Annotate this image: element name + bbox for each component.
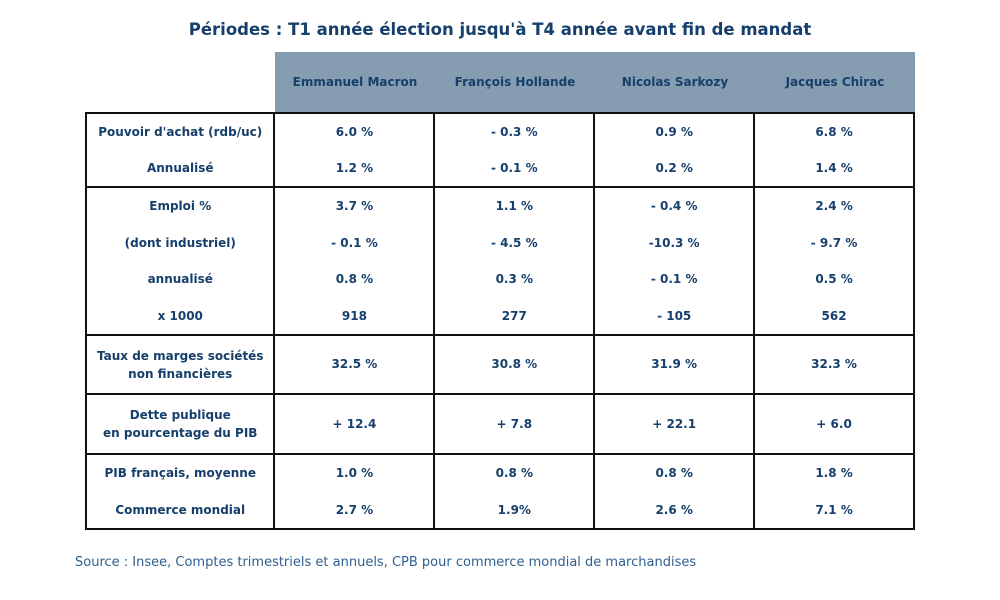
value-cell: 30.8 % (433, 336, 593, 393)
value-cell: 1.0 % 2.7 % (273, 455, 433, 528)
value: 918 (341, 308, 367, 323)
value-cell: - 0.4 % -10.3 % - 0.1 % - 105 (593, 188, 753, 334)
value: - 0.1 % (650, 272, 698, 286)
row-label: Commerce mondial (115, 502, 246, 517)
value: 1.2 % (335, 161, 374, 175)
value: - 0.4 % (650, 199, 698, 213)
value-cell: + 6.0 (753, 395, 913, 453)
row-label-cell: Dette publique en pourcentage du PIB (87, 395, 273, 453)
value: 2.4 % (815, 199, 853, 213)
value-cell: + 12.4 (273, 395, 433, 453)
value: -10.3 % (648, 235, 700, 250)
row-label: Annualisé (146, 161, 214, 175)
value-cell: 31.9 % (593, 336, 753, 393)
value: 2.6 % (655, 502, 693, 517)
row-label-cell: Emploi % (dont industriel) annualisé x 1000 (87, 188, 273, 334)
value: 0.5 % (815, 272, 853, 286)
value: 1.1 % (495, 199, 534, 213)
value: 2.7 % (335, 502, 374, 517)
row-label: Pouvoir d'achat (rdb/uc) (98, 124, 263, 139)
column-header: Emmanuel Macron (292, 75, 418, 89)
value-cell: 1.1 % - 4.5 % 0.3 % 277 (433, 188, 593, 334)
value: 0.2 % (655, 161, 693, 175)
value-cell: 0.8 % 1.9% (433, 455, 593, 528)
value: 31.9 % (651, 357, 698, 372)
value: 7.1 % (815, 502, 853, 517)
column-header: Jacques Chirac (785, 75, 885, 89)
value-cell: 3.7 % - 0.1 % 0.8 % 918 (273, 188, 433, 334)
value-cell: 6.8 % 1.4 % (753, 114, 913, 186)
value: 0.8 % (495, 466, 534, 480)
row-label: x 1000 (157, 308, 203, 323)
value: 277 (501, 308, 527, 323)
row-label: non financières (128, 366, 233, 381)
value-cell: 6.0 % 1.2 % (273, 114, 433, 186)
value: 562 (821, 308, 847, 323)
value-cell: + 7.8 (433, 395, 593, 453)
value-cell: 2.4 % - 9.7 % 0.5 % 562 (753, 188, 913, 334)
value: + 6.0 (816, 416, 852, 431)
value: 32.3 % (811, 357, 857, 372)
table-row-group: Emploi % (dont industriel) annualisé x 1000… (85, 186, 915, 336)
column-header: Nicolas Sarkozy (621, 75, 729, 89)
value-cell: 32.5 % (273, 336, 433, 393)
table-row-group: PIB français, moyenne Commerce mondial 1.0… (85, 453, 915, 530)
value: 1.8 % (815, 466, 853, 480)
value: + 22.1 (652, 416, 697, 431)
row-label: annualisé (147, 272, 213, 286)
value: - 0.1 % (490, 161, 538, 175)
row-label: PIB français, moyenne (104, 466, 256, 480)
value: - 0.3 % (490, 124, 538, 139)
value: + 12.4 (332, 416, 377, 431)
row-label: Emploi % (149, 199, 212, 213)
value: 1.4 % (815, 161, 853, 175)
value: - 4.5 % (490, 235, 538, 250)
value: - 0.1 % (331, 235, 378, 250)
value: 0.3 % (495, 272, 534, 286)
value: 6.8 % (815, 124, 853, 139)
row-label-cell: Pouvoir d'achat (rdb/uc) Annualisé (87, 114, 273, 186)
table-row-group: Dette publique en pourcentage du PIB + 12.… (85, 393, 915, 455)
source-note: Source : Insee, Comptes trimestriels et … (75, 555, 697, 570)
value: + 7.8 (496, 416, 533, 431)
row-label: Taux de marges sociétés (97, 348, 264, 363)
row-label-cell: Taux de marges sociétés non financières (87, 336, 273, 393)
value-cell: - 0.3 % - 0.1 % (433, 114, 593, 186)
table-row-group: Pouvoir d'achat (rdb/uc) Annualisé 6.0 % 1.… (85, 112, 915, 188)
column-header-row: Emmanuel Macron François Hollande Nicola… (275, 52, 915, 112)
value: - 105 (657, 308, 692, 323)
value: 6.0 % (335, 124, 374, 139)
column-header: François Hollande (454, 75, 576, 89)
value: 1.9% (497, 502, 531, 517)
value: 0.8 % (335, 272, 374, 286)
value: - 9.7 % (810, 235, 858, 250)
value-cell: 0.9 % 0.2 % (593, 114, 753, 186)
table-row-group: Taux de marges sociétés non financières 32… (85, 334, 915, 395)
row-label: en pourcentage du PIB (103, 426, 258, 440)
value: 32.5 % (331, 357, 378, 372)
value: 1.0 % (335, 466, 374, 480)
value: 0.8 % (655, 466, 693, 480)
value: 0.9 % (655, 124, 693, 139)
table-title: Périodes : T1 année élection jusqu'à T4 … (188, 20, 812, 39)
value: 30.8 % (491, 357, 538, 372)
value-cell: + 22.1 (593, 395, 753, 453)
row-label: Dette publique (129, 408, 231, 422)
value-cell: 1.8 % 7.1 % (753, 455, 913, 528)
value-cell: 32.3 % (753, 336, 913, 393)
value-cell: 0.8 % 2.6 % (593, 455, 753, 528)
row-label-cell: PIB français, moyenne Commerce mondial (87, 455, 273, 528)
value: 3.7 % (335, 199, 374, 213)
row-label: (dont industriel) (124, 235, 236, 250)
